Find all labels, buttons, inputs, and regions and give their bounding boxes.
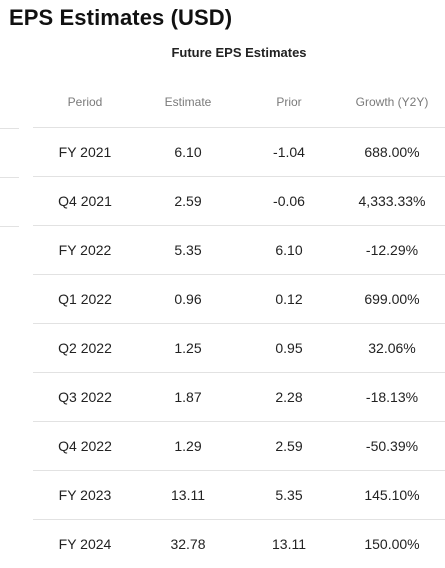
column-header-estimate[interactable]: Estimate bbox=[137, 77, 239, 128]
prior-cell: 0.12 bbox=[239, 275, 339, 324]
estimate-cell: 5.35 bbox=[137, 226, 239, 275]
prior-cell: 5.35 bbox=[239, 471, 339, 520]
growth-cell: 4,333.33% bbox=[339, 177, 445, 226]
prior-cell: -1.04 bbox=[239, 128, 339, 177]
table-header-row: Period Estimate Prior Growth (Y2Y) bbox=[33, 77, 445, 128]
column-header-growth[interactable]: Growth (Y2Y) bbox=[339, 77, 445, 128]
estimate-cell: 1.29 bbox=[137, 422, 239, 471]
divider bbox=[0, 177, 19, 178]
prior-cell: 13.11 bbox=[239, 520, 339, 568]
estimate-cell: 1.25 bbox=[137, 324, 239, 373]
period-cell: FY 2021 bbox=[33, 128, 137, 177]
growth-cell: 32.06% bbox=[339, 324, 445, 373]
page-title: EPS Estimates (USD) bbox=[9, 5, 232, 31]
estimate-cell: 6.10 bbox=[137, 128, 239, 177]
growth-cell: 699.00% bbox=[339, 275, 445, 324]
growth-cell: -18.13% bbox=[339, 373, 445, 422]
divider bbox=[0, 226, 19, 227]
period-cell: Q2 2022 bbox=[33, 324, 137, 373]
prior-cell: -0.06 bbox=[239, 177, 339, 226]
period-cell: FY 2024 bbox=[33, 520, 137, 568]
estimate-cell: 2.59 bbox=[137, 177, 239, 226]
eps-estimates-table: Period Estimate Prior Growth (Y2Y) FY 20… bbox=[33, 77, 445, 568]
growth-cell: 150.00% bbox=[339, 520, 445, 568]
prior-cell: 2.59 bbox=[239, 422, 339, 471]
estimate-cell: 1.87 bbox=[137, 373, 239, 422]
period-cell: Q4 2021 bbox=[33, 177, 137, 226]
growth-cell: -12.29% bbox=[339, 226, 445, 275]
period-cell: FY 2022 bbox=[33, 226, 137, 275]
prior-cell: 2.28 bbox=[239, 373, 339, 422]
estimate-cell: 13.11 bbox=[137, 471, 239, 520]
divider bbox=[0, 128, 19, 129]
column-header-period[interactable]: Period bbox=[33, 77, 137, 128]
period-cell: Q3 2022 bbox=[33, 373, 137, 422]
growth-cell: 145.10% bbox=[339, 471, 445, 520]
estimate-cell: 32.78 bbox=[137, 520, 239, 568]
column-header-prior[interactable]: Prior bbox=[239, 77, 339, 128]
estimate-cell: 0.96 bbox=[137, 275, 239, 324]
period-cell: FY 2023 bbox=[33, 471, 137, 520]
period-cell: Q4 2022 bbox=[33, 422, 137, 471]
period-cell: Q1 2022 bbox=[33, 275, 137, 324]
prior-cell: 0.95 bbox=[239, 324, 339, 373]
prior-cell: 6.10 bbox=[239, 226, 339, 275]
growth-cell: 688.00% bbox=[339, 128, 445, 177]
table-title: Future EPS Estimates bbox=[33, 45, 445, 60]
growth-cell: -50.39% bbox=[339, 422, 445, 471]
